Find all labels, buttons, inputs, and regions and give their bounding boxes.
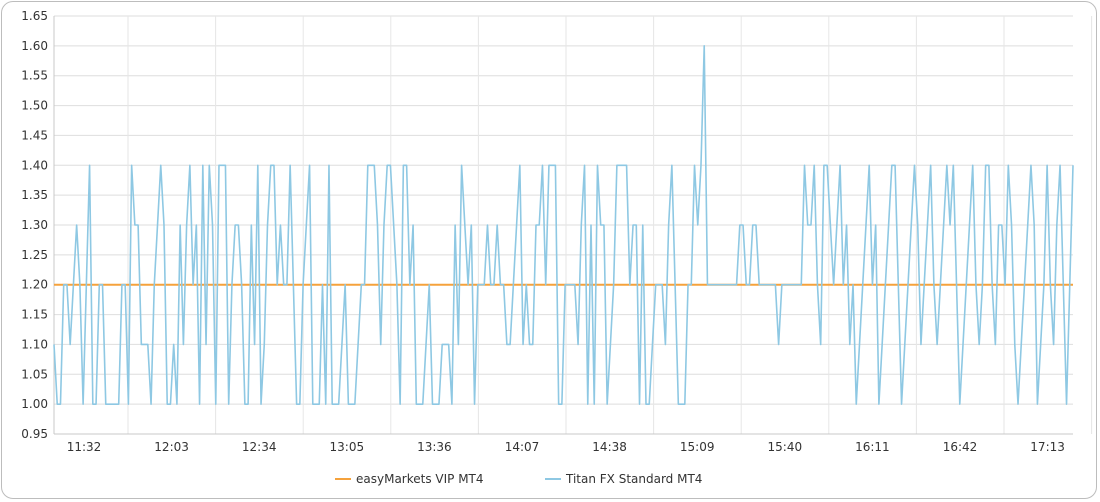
x-tick-label: 12:03 [154, 440, 189, 454]
y-tick-label: 1.55 [21, 69, 48, 83]
chart-grid [53, 15, 1093, 435]
x-tick-label: 17:13 [1030, 440, 1065, 454]
y-tick-label: 1.05 [21, 367, 48, 381]
x-tick-label: 16:11 [855, 440, 890, 454]
x-tick-label: 11:32 [67, 440, 102, 454]
y-tick-label: 1.40 [21, 158, 48, 172]
y-axis-ticks: 0.95 1.00 1.05 1.10 1.15 1.20 1.25 1.30 1.35 1.40… [21, 9, 48, 441]
y-tick-label: 1.30 [21, 218, 48, 232]
x-axis-ticks: 11:32 12:03 12:34 13:05 13:36 14:07 14:38 15:09… [67, 440, 1065, 454]
y-tick-label: 0.95 [21, 427, 48, 441]
y-tick-label: 1.25 [21, 248, 48, 262]
y-tick-label: 1.10 [21, 337, 48, 351]
x-tick-label: 15:40 [768, 440, 803, 454]
y-tick-label: 1.00 [21, 397, 48, 411]
y-tick-label: 1.35 [21, 188, 48, 202]
x-tick-label: 15:09 [680, 440, 715, 454]
x-tick-label: 13:36 [417, 440, 452, 454]
legend-label: easyMarkets VIP MT4 [356, 472, 484, 486]
series-line-2 [53, 45, 1074, 405]
y-tick-label: 1.20 [21, 278, 48, 292]
y-tick-label: 1.45 [21, 128, 48, 142]
x-tick-label: 14:07 [505, 440, 540, 454]
y-tick-label: 1.15 [21, 308, 48, 322]
y-tick-label: 1.65 [21, 9, 48, 23]
x-tick-label: 13:05 [330, 440, 365, 454]
legend-label: Titan FX Standard MT4 [565, 472, 702, 486]
x-tick-label: 14:38 [592, 440, 627, 454]
y-tick-label: 1.50 [21, 99, 48, 113]
legend: easyMarkets VIP MT4 Titan FX Standard MT4 [335, 472, 702, 486]
y-tick-label: 1.60 [21, 39, 48, 53]
x-tick-label: 16:42 [943, 440, 978, 454]
chart-series [53, 45, 1074, 405]
x-tick-label: 12:34 [242, 440, 277, 454]
